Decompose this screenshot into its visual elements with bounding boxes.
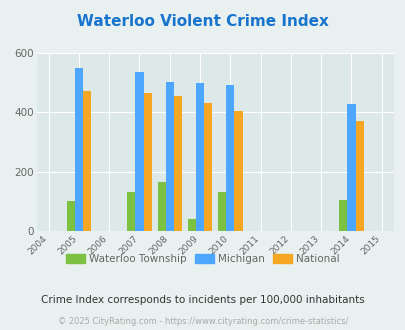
Bar	[173, 96, 181, 231]
Bar	[188, 219, 196, 231]
Bar	[75, 68, 83, 231]
Text: © 2025 CityRating.com - https://www.cityrating.com/crime-statistics/: © 2025 CityRating.com - https://www.city…	[58, 317, 347, 326]
Bar	[66, 201, 75, 231]
Bar	[127, 192, 135, 231]
Bar	[143, 93, 151, 231]
Bar	[347, 104, 355, 231]
Bar	[355, 121, 363, 231]
Bar	[165, 82, 173, 231]
Bar	[135, 72, 143, 231]
Text: Waterloo Violent Crime Index: Waterloo Violent Crime Index	[77, 14, 328, 29]
Legend: Waterloo Township, Michigan, National: Waterloo Township, Michigan, National	[63, 251, 342, 267]
Bar	[226, 85, 234, 231]
Bar	[234, 111, 242, 231]
Text: Crime Index corresponds to incidents per 100,000 inhabitants: Crime Index corresponds to incidents per…	[41, 295, 364, 305]
Bar	[217, 192, 226, 231]
Bar	[204, 103, 212, 231]
Bar	[338, 200, 347, 231]
Bar	[83, 91, 91, 231]
Bar	[196, 83, 204, 231]
Bar	[157, 182, 165, 231]
